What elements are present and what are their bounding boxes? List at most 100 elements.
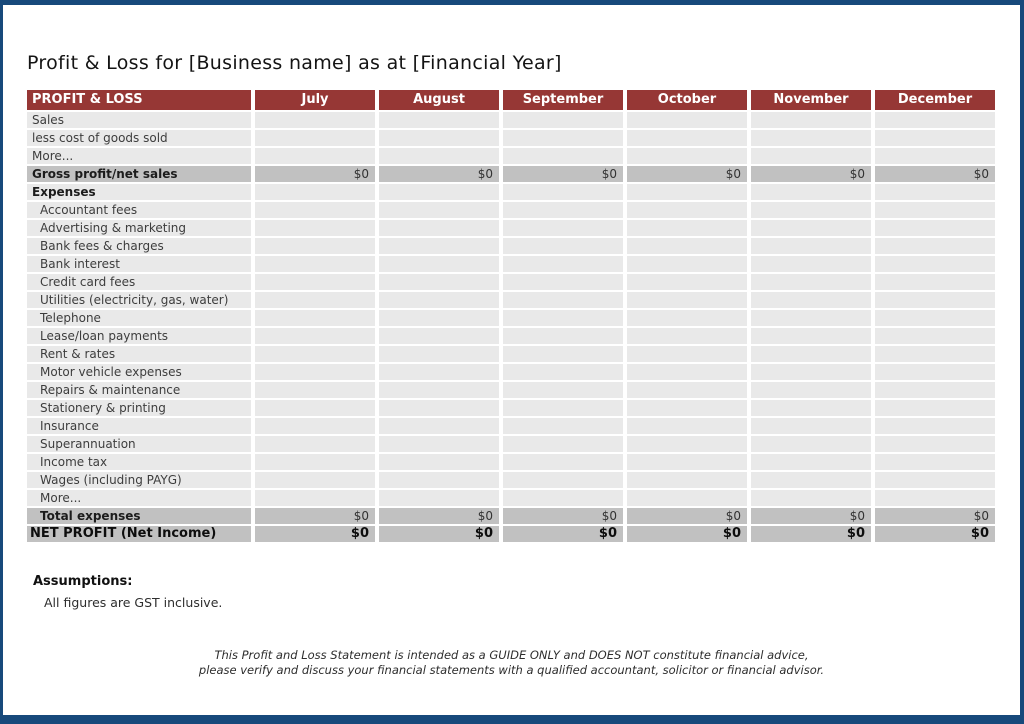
cell-value (751, 256, 871, 272)
cell-value (627, 346, 747, 362)
cell-value (379, 202, 499, 218)
row-label: Superannuation (27, 436, 251, 452)
cell-value (255, 328, 375, 344)
row-label: Insurance (27, 418, 251, 434)
cell-value (255, 274, 375, 290)
cell-value (503, 382, 623, 398)
table-row: Gross profit/net sales $0 $0 $0 $0 $0 $0 (27, 166, 995, 182)
table-row: Income tax (27, 454, 995, 470)
row-label: More... (27, 490, 251, 506)
cell-value (875, 346, 995, 362)
disclaimer: This Profit and Loss Statement is intend… (3, 648, 1020, 678)
cell-value (255, 418, 375, 434)
cell-value: $0 (379, 508, 499, 524)
cell-value (875, 490, 995, 506)
row-label: Expenses (27, 184, 251, 200)
table-corner-header: PROFIT & LOSS (27, 90, 251, 110)
table-row: Motor vehicle expenses (27, 364, 995, 380)
row-label: less cost of goods sold (27, 130, 251, 146)
assumptions-note: All figures are GST inclusive. (44, 595, 223, 610)
cell-value: $0 (379, 166, 499, 182)
cell-value (627, 454, 747, 470)
cell-value: $0 (379, 526, 499, 542)
table-row: More... (27, 490, 995, 506)
table-row: Utilities (electricity, gas, water) (27, 292, 995, 308)
cell-value (255, 490, 375, 506)
cell-value (875, 274, 995, 290)
cell-value (379, 472, 499, 488)
table-body: Sales less cost of goods sold More... Gross… (27, 112, 995, 542)
cell-value (503, 112, 623, 128)
cell-value (627, 184, 747, 200)
cell-value (379, 400, 499, 416)
cell-value (627, 148, 747, 164)
cell-value (751, 346, 871, 362)
page-title: Profit & Loss for [Business name] as at … (27, 52, 562, 74)
cell-value (875, 148, 995, 164)
cell-value (875, 328, 995, 344)
cell-value (379, 418, 499, 434)
cell-value (503, 472, 623, 488)
cell-value: $0 (875, 166, 995, 182)
row-label: NET PROFIT (Net Income) (27, 526, 251, 542)
cell-value: $0 (627, 526, 747, 542)
cell-value (503, 490, 623, 506)
cell-value (379, 328, 499, 344)
cell-value (255, 346, 375, 362)
cell-value (751, 202, 871, 218)
table-row: More... (27, 148, 995, 164)
disclaimer-line1: This Profit and Loss Statement is intend… (214, 648, 809, 662)
cell-value (875, 184, 995, 200)
cell-value (255, 202, 375, 218)
cell-value (379, 274, 499, 290)
row-label: Gross profit/net sales (27, 166, 251, 182)
cell-value (751, 292, 871, 308)
table-row: Accountant fees (27, 202, 995, 218)
row-label: Rent & rates (27, 346, 251, 362)
cell-value: $0 (875, 508, 995, 524)
month-header-december: December (875, 90, 995, 110)
cell-value (255, 256, 375, 272)
cell-value (751, 184, 871, 200)
cell-value (751, 112, 871, 128)
table-row: Expenses (27, 184, 995, 200)
cell-value (751, 328, 871, 344)
month-header-july: July (255, 90, 375, 110)
cell-value (255, 148, 375, 164)
table-row: Insurance (27, 418, 995, 434)
cell-value (379, 184, 499, 200)
cell-value (627, 490, 747, 506)
cell-value (503, 256, 623, 272)
cell-value (751, 238, 871, 254)
cell-value (503, 292, 623, 308)
cell-value (503, 274, 623, 290)
row-label: Wages (including PAYG) (27, 472, 251, 488)
table-row: Lease/loan payments (27, 328, 995, 344)
cell-value (875, 436, 995, 452)
cell-value (627, 274, 747, 290)
cell-value (379, 148, 499, 164)
table-row: Rent & rates (27, 346, 995, 362)
cell-value (627, 256, 747, 272)
cell-value (255, 112, 375, 128)
assumptions-section: Assumptions: All figures are GST inclusi… (33, 574, 1020, 610)
cell-value (255, 454, 375, 470)
cell-value (503, 346, 623, 362)
month-header-november: November (751, 90, 871, 110)
row-label: Stationery & printing (27, 400, 251, 416)
table-row: Telephone (27, 310, 995, 326)
cell-value (751, 364, 871, 380)
cell-value (255, 238, 375, 254)
cell-value (751, 472, 871, 488)
cell-value (503, 202, 623, 218)
cell-value (627, 202, 747, 218)
table-row: Wages (including PAYG) (27, 472, 995, 488)
cell-value (255, 436, 375, 452)
cell-value (379, 256, 499, 272)
table-row: less cost of goods sold (27, 130, 995, 146)
cell-value (751, 400, 871, 416)
cell-value: $0 (503, 526, 623, 542)
disclaimer-line2: please verify and discuss your financial… (198, 663, 825, 677)
month-header-august: August (379, 90, 499, 110)
